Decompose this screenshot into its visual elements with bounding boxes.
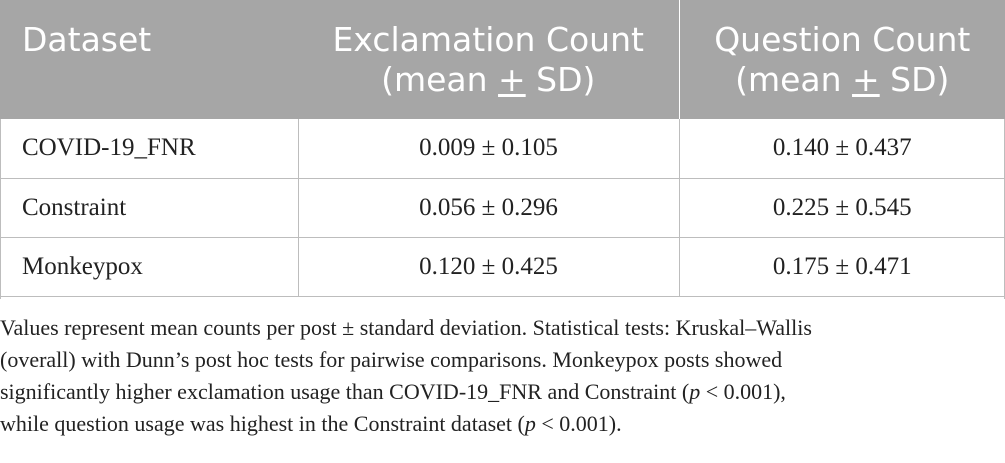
p-value-symbol: p [524,411,536,436]
exclamation-cell: 0.056 ± 0.296 [298,178,680,237]
dataset-cell: COVID-19_FNR [0,119,299,178]
footnote-text: while question usage was highest in the … [0,411,525,436]
question-cell: 0.175 ± 0.471 [772,252,912,280]
header-question-line1: Question Count [714,19,971,59]
header-exclamation-plus-minus: + [498,59,526,99]
header-question-line2: (mean + SD) [680,60,1005,100]
header-exclamation-line1: Exclamation Count [332,19,644,59]
header-question-count: Question Count (mean + SD) [679,0,1005,119]
footnote-line: (overall) with Dunn’s post hoc tests for… [0,347,783,372]
dataset-cell: Monkeypox [0,237,299,296]
header-dataset: Dataset [0,0,298,119]
header-question-line2-post: SD) [879,59,950,99]
dataset-cell: Constraint [0,178,299,237]
question-cell: 0.140 ± 0.437 [772,134,912,162]
question-cell: 0.225 ± 0.545 [772,193,912,221]
results-table-container: Dataset Exclamation Count (mean + SD) Qu… [0,0,1005,299]
exclamation-cell: 0.009 ± 0.105 [298,119,680,178]
header-question-line2-pre: (mean [735,59,853,99]
footnote-line: significantly higher exclamation usage t… [0,376,1000,408]
footnote-text: significantly higher exclamation usage t… [0,379,690,404]
footnote-line: Values represent mean counts per post ± … [0,315,812,340]
table-row: Constraint 0.056 ± 0.296 0.225 ± 0.545 [0,178,1005,237]
table-header-row: Dataset Exclamation Count (mean + SD) Qu… [0,0,1005,119]
header-exclamation-line2-post: SD) [525,59,596,99]
header-exclamation-line2-pre: (mean [381,59,499,99]
p-value-symbol: p [689,379,701,404]
footnote-line: while question usage was highest in the … [0,408,1000,440]
footnote-text: < 0.001), [700,379,786,404]
table-footnote: Values represent mean counts per post ± … [0,312,1000,440]
table-left-border [0,119,1,299]
exclamation-cell: 0.120 ± 0.425 [298,237,680,296]
results-table: Dataset Exclamation Count (mean + SD) Qu… [0,0,1005,296]
table-row: COVID-19_FNR 0.009 ± 0.105 0.140 ± 0.437 [0,119,1005,178]
header-exclamation-count: Exclamation Count (mean + SD) [298,0,680,119]
table-row: Monkeypox 0.120 ± 0.425 0.175 ± 0.471 [0,237,1005,296]
header-question-plus-minus: + [852,59,880,99]
footnote-text: < 0.001). [535,411,622,436]
header-exclamation-line2: (mean + SD) [298,60,679,100]
header-dataset-label: Dataset [22,20,152,59]
